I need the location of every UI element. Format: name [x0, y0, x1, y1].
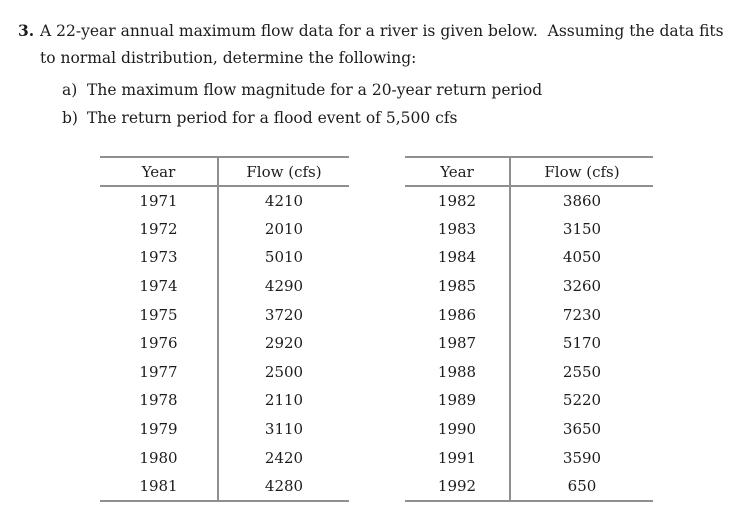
table-row: 1977 2500	[100, 357, 349, 387]
year-cell: 1985	[405, 271, 511, 301]
subitem-a-text: The maximum flow magnitude for a 20-year…	[87, 81, 543, 99]
year-cell: 1986	[405, 300, 511, 329]
year-cell: 1984	[405, 243, 511, 272]
flow-cell: 650	[567, 476, 597, 495]
flow-cell: 5220	[562, 391, 602, 410]
column-header: Year	[100, 157, 219, 187]
flow-cell: 4210	[264, 191, 304, 210]
flow-cell: 2010	[264, 219, 304, 238]
column-header: Year	[405, 157, 511, 187]
flow-table-1971-1981: Year Flow (cfs) 1971 4210 1972 2010 1973 5010 1…	[100, 156, 349, 502]
table-row: 1990 3650	[405, 414, 653, 444]
year-cell: 1988	[405, 357, 511, 387]
year-cell: 1971	[100, 186, 219, 215]
year-cell: 1972	[100, 214, 219, 244]
flow-table-1982-1992: Year Flow (cfs) 1982 3860 1983 3150 1984 4050 1…	[405, 156, 653, 502]
year-cell: 1973	[100, 243, 219, 272]
year-cell: 1980	[100, 443, 219, 472]
flow-cell: 3720	[264, 305, 304, 324]
year-cell: 1981	[100, 471, 219, 501]
problem-number: 3.	[18, 21, 35, 40]
table-row: 1992 650	[405, 471, 653, 501]
flow-cell: 3860	[562, 191, 602, 210]
table-row: 1985 3260	[405, 271, 653, 301]
year-cell: 1978	[100, 386, 219, 415]
column-header: Flow (cfs)	[218, 157, 349, 187]
flow-cell: 2550	[562, 362, 602, 381]
table-row: 1976 2920	[100, 328, 349, 358]
table-row: 1971 4210	[100, 186, 349, 215]
subitem-a-label: a)	[62, 81, 78, 99]
flow-cell: 5010	[264, 248, 304, 267]
subitem-b-text: The return period for a flood event of 5…	[87, 109, 458, 127]
table-row: 1980 2420	[100, 443, 349, 472]
flow-cell: 4280	[264, 476, 304, 495]
table-row: 1991 3590	[405, 443, 653, 472]
year-cell: 1991	[405, 443, 511, 472]
year-cell: 1976	[100, 328, 219, 358]
table-row: 1983 3150	[405, 214, 653, 244]
problem-statement-line-2: to normal distribution, determine the fo…	[40, 49, 417, 67]
table-row: 1987 5170	[405, 328, 653, 358]
table-header-row: Year Flow (cfs)	[405, 157, 653, 187]
flow-cell: 3150	[562, 219, 602, 238]
problem-statement-line-1: A 22-year annual maximum flow data for a…	[40, 22, 724, 40]
table-row: 1974 4290	[100, 271, 349, 301]
flow-cell: 7230	[562, 305, 602, 324]
flow-cell: 5170	[562, 334, 602, 353]
table-row: 1973 5010	[100, 243, 349, 272]
year-cell: 1987	[405, 328, 511, 358]
flow-cell: 3650	[562, 420, 602, 439]
table-row: 1982 3860	[405, 186, 653, 215]
flow-cell: 4290	[264, 277, 304, 296]
table-row: 1989 5220	[405, 386, 653, 415]
flow-cell: 3110	[264, 420, 304, 439]
year-cell: 1974	[100, 271, 219, 301]
year-cell: 1989	[405, 386, 511, 415]
year-cell: 1992	[405, 471, 511, 501]
column-header: Flow (cfs)	[510, 157, 653, 187]
year-cell: 1979	[100, 414, 219, 444]
table-row: 1988 2550	[405, 357, 653, 387]
year-cell: 1977	[100, 357, 219, 387]
table-row: 1981 4280	[100, 471, 349, 501]
flow-cell: 2500	[264, 362, 304, 381]
subitem-b-label: b)	[62, 109, 78, 127]
table-row: 1975 3720	[100, 300, 349, 329]
flow-cell: 3590	[562, 448, 602, 467]
table-header-row: Year Flow (cfs)	[100, 157, 349, 187]
year-cell: 1990	[405, 414, 511, 444]
flow-cell: 2110	[264, 391, 304, 410]
flow-cell: 2920	[264, 334, 304, 353]
table-row: 1984 4050	[405, 243, 653, 272]
flow-cell: 3260	[562, 277, 602, 296]
year-cell: 1983	[405, 214, 511, 244]
year-cell: 1982	[405, 186, 511, 215]
year-cell: 1975	[100, 300, 219, 329]
table-row: 1986 7230	[405, 300, 653, 329]
table-row: 1978 2110	[100, 386, 349, 415]
table-row: 1979 3110	[100, 414, 349, 444]
flow-cell: 4050	[562, 248, 602, 267]
flow-cell: 2420	[264, 448, 304, 467]
table-row: 1972 2010	[100, 214, 349, 244]
